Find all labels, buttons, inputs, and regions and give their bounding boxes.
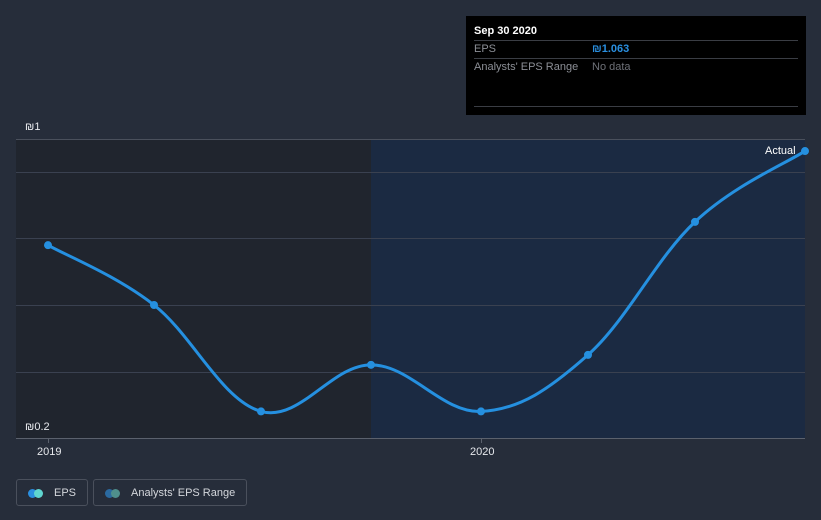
tooltip-eps-value: ₪1.063 xyxy=(592,43,630,55)
forecast-region xyxy=(371,139,805,438)
eps-data-point[interactable] xyxy=(44,241,52,250)
tooltip-range-value: No data xyxy=(592,61,631,73)
legend-range-label: Analysts' EPS Range xyxy=(131,486,236,499)
eps-data-point[interactable] xyxy=(801,147,809,156)
range-legend-icon xyxy=(105,488,121,498)
y-axis-bottom-label: ₪0.2 xyxy=(25,421,50,433)
tooltip-eps-label: EPS xyxy=(474,43,497,55)
tooltip-range-label: Analysts' EPS Range xyxy=(474,61,579,73)
eps-data-point[interactable] xyxy=(691,217,699,226)
legend-eps-button[interactable]: EPS xyxy=(16,479,89,506)
eps-points xyxy=(44,147,809,416)
eps-data-point[interactable] xyxy=(584,350,592,359)
eps-data-point[interactable] xyxy=(150,301,158,309)
tooltip-divider xyxy=(474,106,798,107)
x-tick-label-2019: 2019 xyxy=(37,446,62,458)
tooltip-row-range: Analysts' EPS Range No data xyxy=(474,58,798,76)
tooltip-date: Sep 30 2020 xyxy=(474,25,537,37)
eps-data-point[interactable] xyxy=(367,360,375,369)
eps-legend-icon xyxy=(28,488,44,498)
legend-range-button[interactable]: Analysts' EPS Range xyxy=(93,479,248,506)
legend-eps-label: EPS xyxy=(54,486,77,499)
legend: EPS Analysts' EPS Range xyxy=(16,479,248,506)
tooltip: Sep 30 2020 EPS ₪1.063 Analysts' EPS Ran… xyxy=(466,16,806,115)
eps-data-point[interactable] xyxy=(477,407,485,416)
x-tick-label-2020: 2020 xyxy=(470,446,495,458)
actual-label: Actual xyxy=(765,145,796,157)
y-axis-top-label: ₪1 xyxy=(25,121,41,133)
tooltip-row-eps: EPS ₪1.063 xyxy=(474,40,798,58)
gridlines xyxy=(16,172,805,373)
eps-line xyxy=(46,149,807,415)
eps-data-point[interactable] xyxy=(257,407,265,416)
past-region xyxy=(16,139,371,438)
